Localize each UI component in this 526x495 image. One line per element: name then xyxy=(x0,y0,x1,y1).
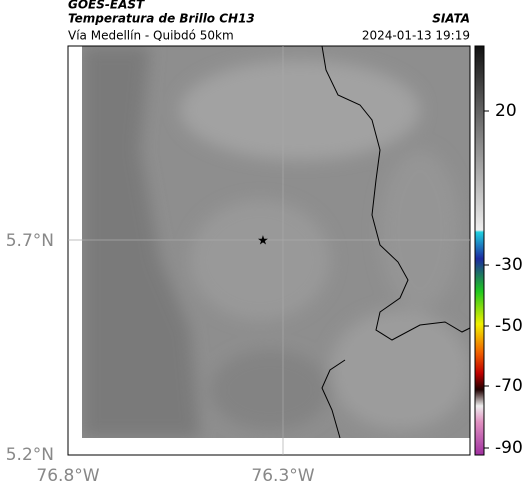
location-marker: ★ xyxy=(257,234,269,249)
colorbar-tick-label: -90 xyxy=(495,438,523,458)
lat-label: 5.2°N xyxy=(6,445,54,465)
map-frame xyxy=(67,45,471,456)
timestamp: 2024-01-13 19:19 xyxy=(362,29,470,43)
colorbar-tick-label: -70 xyxy=(495,376,523,396)
colorbar xyxy=(474,45,485,456)
title: GOES-EAST xyxy=(68,0,145,12)
lon-label: 76.3°W xyxy=(251,466,314,486)
colorbar-tick-label: -30 xyxy=(495,255,523,275)
colorbar-ticks: 20 -30 -50 -70 -90 xyxy=(484,101,523,458)
route: Vía Medellín - Quibdó 50km xyxy=(68,29,234,43)
colorbar-tick-label: -50 xyxy=(495,316,523,336)
lat-label: 5.7°N xyxy=(6,231,54,251)
satellite-image xyxy=(82,46,470,438)
lon-label: 76.8°W xyxy=(36,466,99,486)
border xyxy=(321,45,471,439)
source: SIATA xyxy=(432,12,470,26)
subtitle: Temperatura de Brillo CH13 xyxy=(68,12,255,26)
colorbar-tick-label: 20 xyxy=(495,101,517,121)
